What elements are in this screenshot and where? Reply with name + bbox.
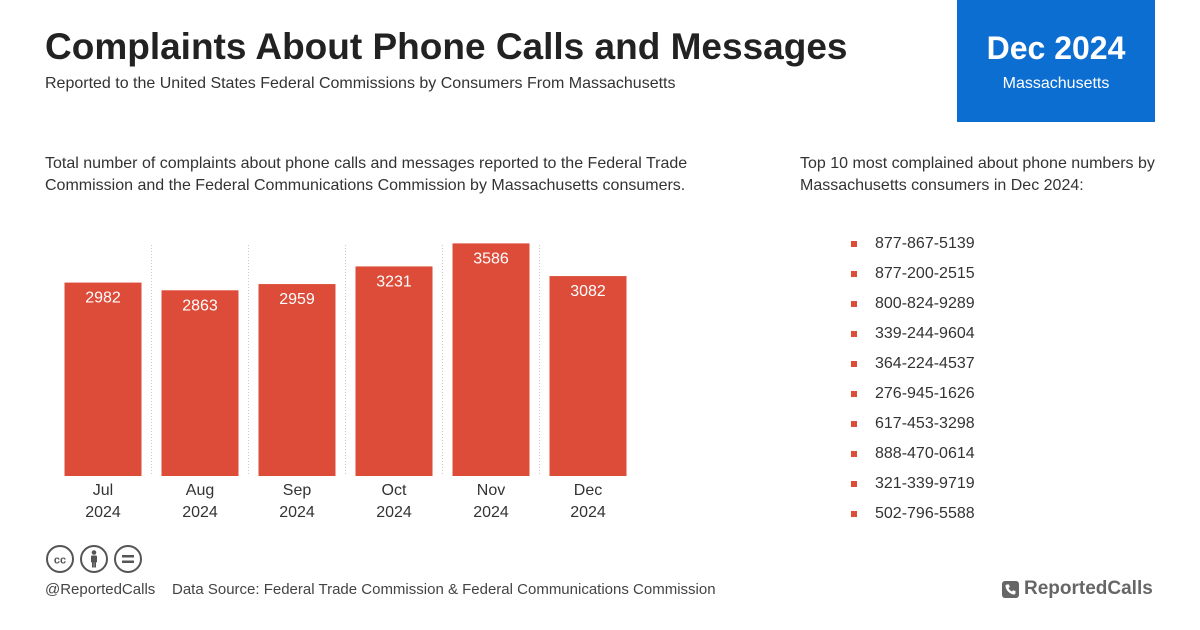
bar-value-label: 2982 (85, 290, 121, 307)
cc-icon: cc (46, 545, 74, 573)
x-tick-month: Dec (574, 482, 602, 499)
svg-text:cc: cc (54, 555, 66, 567)
bullet-icon (851, 391, 857, 397)
phone-number: 877-867-5139 (875, 235, 975, 252)
x-tick-month: Aug (186, 482, 214, 499)
phone-number-item: 877-867-5139 (850, 232, 975, 262)
nd-icon (114, 545, 142, 573)
x-tick-year: 2024 (279, 504, 315, 521)
x-tick-year: 2024 (473, 504, 509, 521)
bullet-icon (851, 241, 857, 247)
bar-value-label: 2959 (279, 291, 315, 308)
bullet-icon (851, 301, 857, 307)
bar-value-label: 2863 (182, 297, 218, 314)
x-tick-month: Sep (283, 482, 312, 499)
phone-number-item: 617-453-3298 (850, 412, 975, 442)
phone-number: 800-824-9289 (875, 295, 975, 312)
x-tick-year: 2024 (182, 504, 218, 521)
bullet-icon (851, 481, 857, 487)
bullet-icon (851, 271, 857, 277)
phone-number: 276-945-1626 (875, 385, 975, 402)
phone-number: 617-453-3298 (875, 415, 975, 432)
phone-number: 364-224-4537 (875, 355, 975, 372)
bar-value-label: 3231 (376, 273, 412, 290)
bar (549, 276, 627, 476)
footer-handle: @ReportedCalls (45, 581, 156, 598)
bullet-icon (851, 361, 857, 367)
phone-number: 339-244-9604 (875, 325, 975, 342)
chart-description: Total number of complaints about phone c… (45, 155, 688, 194)
x-tick-year: 2024 (570, 504, 606, 521)
bar-value-label: 3586 (473, 250, 509, 267)
phone-number-item: 339-244-9604 (850, 322, 975, 352)
page-subtitle: Reported to the United States Federal Co… (45, 75, 676, 92)
bullet-icon (851, 331, 857, 337)
phone-number-item: 321-339-9719 (850, 472, 975, 502)
bar (355, 266, 433, 476)
top-numbers-description: Top 10 most complained about phone numbe… (800, 155, 1155, 194)
bar (161, 290, 239, 476)
top-numbers-list: 877-867-5139 877-200-2515 800-824-9289 339-… (850, 232, 975, 532)
by-icon (80, 545, 108, 573)
x-tick-year: 2024 (376, 504, 412, 521)
x-tick-year: 2024 (85, 504, 121, 521)
bullet-icon (851, 421, 857, 427)
date-badge: Dec 2024 Massachusetts (957, 0, 1155, 122)
phone-number-item: 276-945-1626 (850, 382, 975, 412)
bar-value-label: 3082 (570, 283, 606, 300)
license-icons: cc (45, 544, 143, 574)
x-tick-month: Jul (93, 482, 113, 499)
brand-name: ReportedCalls (1024, 578, 1153, 599)
x-tick-month: Nov (477, 482, 505, 499)
date-badge-region: Massachusetts (1002, 75, 1110, 92)
bar (452, 243, 530, 476)
bar-chart: 2982 Jul 2024 2863 Aug 2024 2959 Sep 2024 3231 Oct… (64, 243, 627, 521)
phone-number: 502-796-5588 (875, 505, 975, 522)
bar (64, 282, 142, 476)
bullet-icon (851, 511, 857, 517)
bullet-icon (851, 451, 857, 457)
brand-logo: ReportedCalls (1002, 578, 1153, 600)
phone-icon (1002, 580, 1019, 598)
footer-source: Data Source: Federal Trade Commission & … (172, 581, 716, 598)
phone-number-item: 364-224-4537 (850, 352, 975, 382)
phone-number: 321-339-9719 (875, 475, 975, 492)
phone-number-item: 877-200-2515 (850, 262, 975, 292)
bar (258, 284, 336, 476)
date-badge-date: Dec 2024 (986, 30, 1126, 66)
phone-number-item: 502-796-5588 (850, 502, 975, 532)
phone-number-item: 800-824-9289 (850, 292, 975, 322)
page-title: Complaints About Phone Calls and Message… (45, 26, 848, 67)
x-tick-month: Oct (382, 482, 407, 499)
phone-number-item: 888-470-0614 (850, 442, 975, 472)
phone-number: 888-470-0614 (875, 445, 975, 462)
phone-number: 877-200-2515 (875, 265, 975, 282)
